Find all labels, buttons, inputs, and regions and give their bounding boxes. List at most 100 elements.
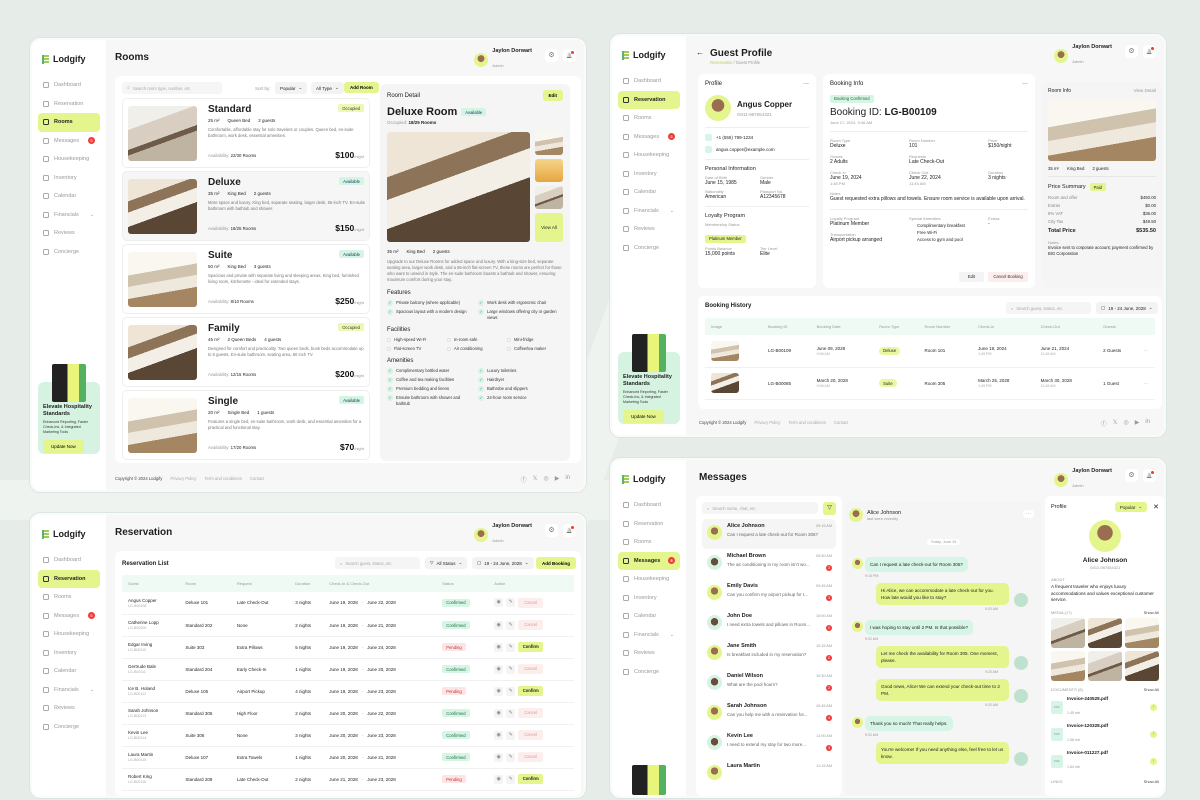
status-filter[interactable]: ▽ All Status ⌄ xyxy=(425,557,468,569)
sidebar-item-rooms[interactable]: Rooms xyxy=(618,533,680,552)
cancel-booking-button[interactable]: Cancel Booking xyxy=(988,272,1028,282)
cancel-button[interactable]: Cancel xyxy=(518,730,544,740)
date-range-picker[interactable]: ▢ 19 - 24 June, 2028 ⌄ xyxy=(472,557,534,569)
view-icon[interactable]: ◉ xyxy=(494,752,504,762)
sidebar-item-financials[interactable]: Financials ⌄ xyxy=(38,681,100,700)
x-icon[interactable]: 𝕏 xyxy=(1112,420,1118,426)
sidebar-item-reservation[interactable]: Reservation xyxy=(38,569,100,588)
reservation-search-input[interactable]: ⌕ Search guest, status, etc xyxy=(335,557,420,569)
sidebar-item-dashboard[interactable]: Dashboard xyxy=(618,72,680,91)
edit-icon[interactable]: ✎ xyxy=(506,730,516,740)
media-thumbnail[interactable] xyxy=(1088,650,1122,681)
sidebar-item-messages[interactable]: Messages 5 xyxy=(38,132,100,151)
column-header[interactable]: Image xyxy=(705,318,762,335)
column-header[interactable]: Request xyxy=(230,575,290,592)
view-icon[interactable]: ◉ xyxy=(494,774,504,784)
edit-icon[interactable]: ✎ xyxy=(506,598,516,608)
instagram-icon[interactable]: ◎ xyxy=(543,476,549,482)
sidebar-item-housekeeping[interactable]: Housekeeping xyxy=(38,625,100,644)
conversation-item[interactable]: Kevin Lee I need to extend my stay for tw… xyxy=(702,729,836,759)
view-icon[interactable]: ◉ xyxy=(494,686,504,696)
conversation-item[interactable]: Michael Brown The air conditioning in my … xyxy=(702,549,836,579)
edit-icon[interactable]: ✎ xyxy=(506,642,516,652)
edit-icon[interactable]: ✎ xyxy=(506,708,516,718)
more-options-icon[interactable]: ··· xyxy=(1023,510,1034,518)
column-header[interactable]: Check-In xyxy=(972,318,1035,335)
view-icon[interactable]: ◉ xyxy=(494,664,504,674)
date-range-picker[interactable]: ▢ 19 - 24 June, 2028 ⌄ xyxy=(1096,302,1158,314)
column-header[interactable]: Room Type xyxy=(873,318,919,335)
document-item[interactable]: PDF Invoice-240528.pdf 1.45 mb › xyxy=(1051,696,1159,719)
facebook-icon[interactable]: ⓕ xyxy=(1100,422,1107,428)
linkedin-icon[interactable]: in xyxy=(1145,419,1150,425)
sidebar-item-calendar[interactable]: Calendar xyxy=(38,662,100,681)
notifications-button[interactable]: 🔔 xyxy=(563,524,576,537)
sidebar-item-housekeeping[interactable]: Housekeeping xyxy=(618,146,680,165)
update-now-button[interactable]: Update Now xyxy=(623,410,664,423)
conversation-item[interactable]: John Doe I need extra towels and pillows … xyxy=(702,609,836,639)
sidebar-item-financials[interactable]: Financials ⌄ xyxy=(618,202,680,221)
guest-name[interactable]: Edgar Irving xyxy=(128,642,153,647)
edit-icon[interactable]: ✎ xyxy=(506,686,516,696)
cancel-button[interactable]: Cancel xyxy=(518,708,544,718)
sidebar-item-housekeeping[interactable]: Housekeeping xyxy=(38,150,100,169)
cancel-button[interactable]: Cancel xyxy=(518,752,544,762)
youtube-icon[interactable]: ▶ xyxy=(554,476,560,482)
settings-button[interactable]: ⚙ xyxy=(545,49,558,62)
room-search-input[interactable]: ⌕ Search room type, number, etc xyxy=(122,82,222,94)
sidebar-item-dashboard[interactable]: Dashboard xyxy=(38,551,100,570)
media-thumbnail[interactable] xyxy=(1051,650,1085,681)
edit-button[interactable]: Edit xyxy=(542,90,563,101)
links-show-all[interactable]: Show All xyxy=(1143,778,1159,784)
settings-button[interactable]: ⚙ xyxy=(1125,45,1138,58)
sidebar-item-financials[interactable]: Financials ⌄ xyxy=(38,206,100,225)
user-menu[interactable]: Jaylon Dorwart Admin xyxy=(474,48,532,72)
sidebar-item-dashboard[interactable]: Dashboard xyxy=(618,496,680,515)
youtube-icon[interactable]: ▶ xyxy=(1134,420,1140,426)
view-icon[interactable]: ◉ xyxy=(494,620,504,630)
media-thumbnail[interactable] xyxy=(1051,617,1085,648)
column-header[interactable]: Status xyxy=(436,575,489,592)
footer-link[interactable]: Privacy Policy xyxy=(170,476,197,481)
back-button[interactable]: ← xyxy=(696,48,704,57)
thumbnail[interactable] xyxy=(535,159,563,182)
facebook-icon[interactable]: ⓕ xyxy=(520,478,527,484)
more-options-icon[interactable]: ··· xyxy=(1137,335,1155,368)
sidebar-item-concierge[interactable]: Concierge xyxy=(618,239,680,258)
notifications-button[interactable]: 🔔 xyxy=(1143,469,1156,482)
type-dropdown[interactable]: All Type ⌄ xyxy=(311,82,344,94)
sidebar-item-inventory[interactable]: Inventory xyxy=(618,165,680,184)
sidebar-item-reservation[interactable]: Reservation xyxy=(618,90,680,109)
confirm-button[interactable]: Confirm xyxy=(518,686,544,696)
guest-name[interactable]: Kevin Lee xyxy=(128,730,149,735)
column-header[interactable]: Duration xyxy=(289,575,324,592)
user-menu[interactable]: Jaylon Dorwart Admin xyxy=(1054,44,1112,68)
sidebar-item-concierge[interactable]: Concierge xyxy=(618,663,680,682)
room-card[interactable]: Family 45 m² 2 Queen Beds 4 guests Designed … xyxy=(122,317,370,387)
view-detail-link[interactable]: View Detail xyxy=(1133,88,1156,93)
history-search-input[interactable]: ⌕ Search guest, status, etc xyxy=(1006,302,1091,314)
guest-name[interactable]: Ice B. Holand xyxy=(128,686,156,691)
guest-name[interactable]: Catherine Lopp xyxy=(128,620,159,625)
room-card[interactable]: Standard 25 m² Queen Bed 2 guests Comfortabl… xyxy=(122,98,370,168)
column-header[interactable]: Room xyxy=(179,575,231,592)
column-header[interactable]: Check-In & Check-Out xyxy=(323,575,437,592)
edit-icon[interactable]: ✎ xyxy=(506,620,516,630)
media-thumbnail[interactable] xyxy=(1088,617,1122,648)
room-card[interactable]: Suite 50 m² King Bed 3 guests Spacious and p… xyxy=(122,244,370,314)
x-icon[interactable]: 𝕏 xyxy=(532,476,538,482)
conversation-item[interactable]: Jane Smith Is breakfast included in my re… xyxy=(702,639,836,669)
sidebar-item-inventory[interactable]: Inventory xyxy=(38,644,100,663)
sidebar-item-inventory[interactable]: Inventory xyxy=(618,589,680,608)
sidebar-item-financials[interactable]: Financials ⌄ xyxy=(618,626,680,645)
sort-dropdown[interactable]: Popular ⌄ xyxy=(275,82,308,94)
chevron-right-icon[interactable]: › xyxy=(1150,757,1157,765)
footer-link[interactable]: Privacy Policy xyxy=(754,420,781,425)
guest-name[interactable]: Gertrude Bale xyxy=(128,664,157,669)
sidebar-item-messages[interactable]: Messages 5 xyxy=(618,128,680,147)
guest-name[interactable]: Robert King xyxy=(128,774,152,779)
sidebar-item-reviews[interactable]: Reviews xyxy=(38,224,100,243)
sidebar-item-housekeeping[interactable]: Housekeeping xyxy=(618,570,680,589)
thumbnail[interactable] xyxy=(535,186,563,209)
more-options-icon[interactable]: ··· xyxy=(803,81,809,87)
